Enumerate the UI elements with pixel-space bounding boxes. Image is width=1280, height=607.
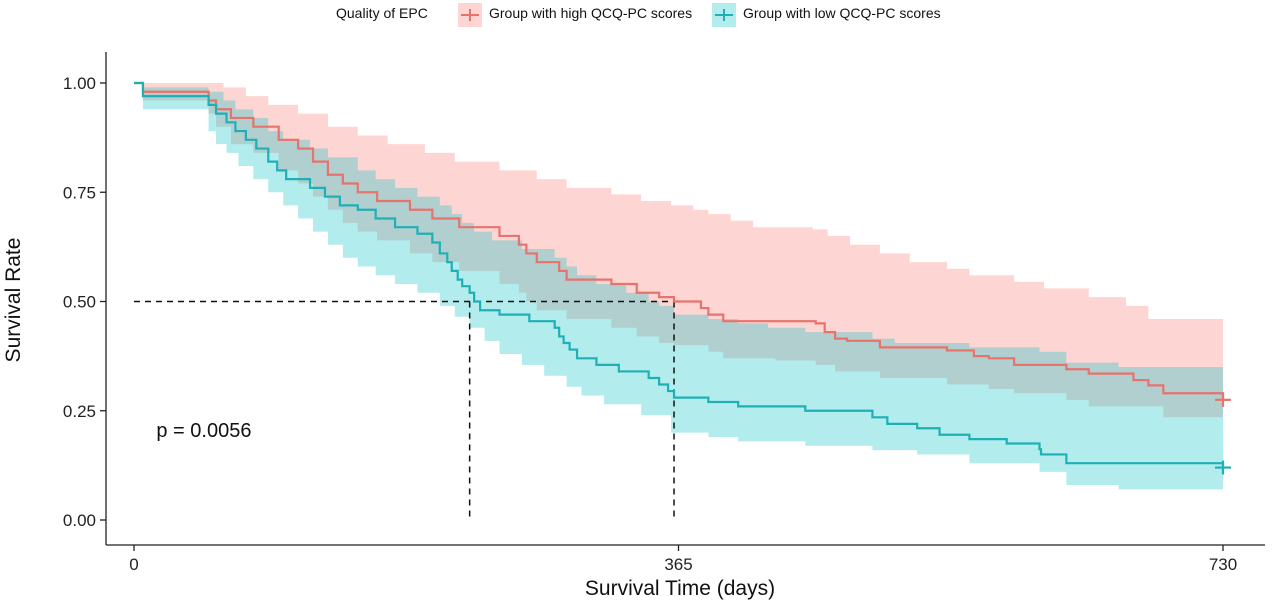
legend-key-low bbox=[712, 3, 736, 27]
legend-label-low: Group with low QCQ-PC scores bbox=[743, 5, 941, 21]
ci-band-high bbox=[134, 83, 1223, 433]
y-axis-ticks: 0.00 0.25 0.50 0.75 1.00 bbox=[63, 74, 106, 530]
y-axis-title: Survival Rate bbox=[2, 238, 25, 363]
legend: Quality of EPC Group with high QCQ-PC sc… bbox=[336, 3, 941, 27]
censor-mark-low bbox=[1215, 460, 1231, 475]
censor-marks bbox=[1215, 392, 1231, 475]
legend-label-high: Group with high QCQ-PC scores bbox=[489, 5, 692, 21]
survival-curves bbox=[134, 81, 1225, 468]
x-axis-ticks: 0 365 730 bbox=[129, 545, 1237, 574]
confidence-bands bbox=[134, 83, 1223, 492]
y-tick-label: 0.25 bbox=[63, 402, 96, 421]
p-value-annotation: p = 0.0056 bbox=[156, 420, 251, 442]
x-tick-label: 0 bbox=[129, 555, 138, 574]
x-tick-label: 730 bbox=[1209, 555, 1237, 574]
y-tick-label: 0.75 bbox=[63, 183, 96, 202]
survival-curve-high bbox=[134, 81, 1225, 400]
x-axis-title: Survival Time (days) bbox=[585, 577, 775, 600]
median-lines bbox=[134, 300, 675, 520]
ci-band-low bbox=[134, 83, 1223, 492]
x-tick-label: 365 bbox=[664, 555, 692, 574]
survival-curve-low bbox=[134, 81, 1225, 468]
y-tick-label: 0.50 bbox=[63, 293, 96, 312]
y-tick-label: 0.00 bbox=[63, 511, 96, 530]
legend-key-high bbox=[458, 3, 482, 27]
y-tick-label: 1.00 bbox=[63, 74, 96, 93]
legend-title: Quality of EPC bbox=[336, 5, 428, 21]
censor-mark-high bbox=[1215, 392, 1231, 407]
